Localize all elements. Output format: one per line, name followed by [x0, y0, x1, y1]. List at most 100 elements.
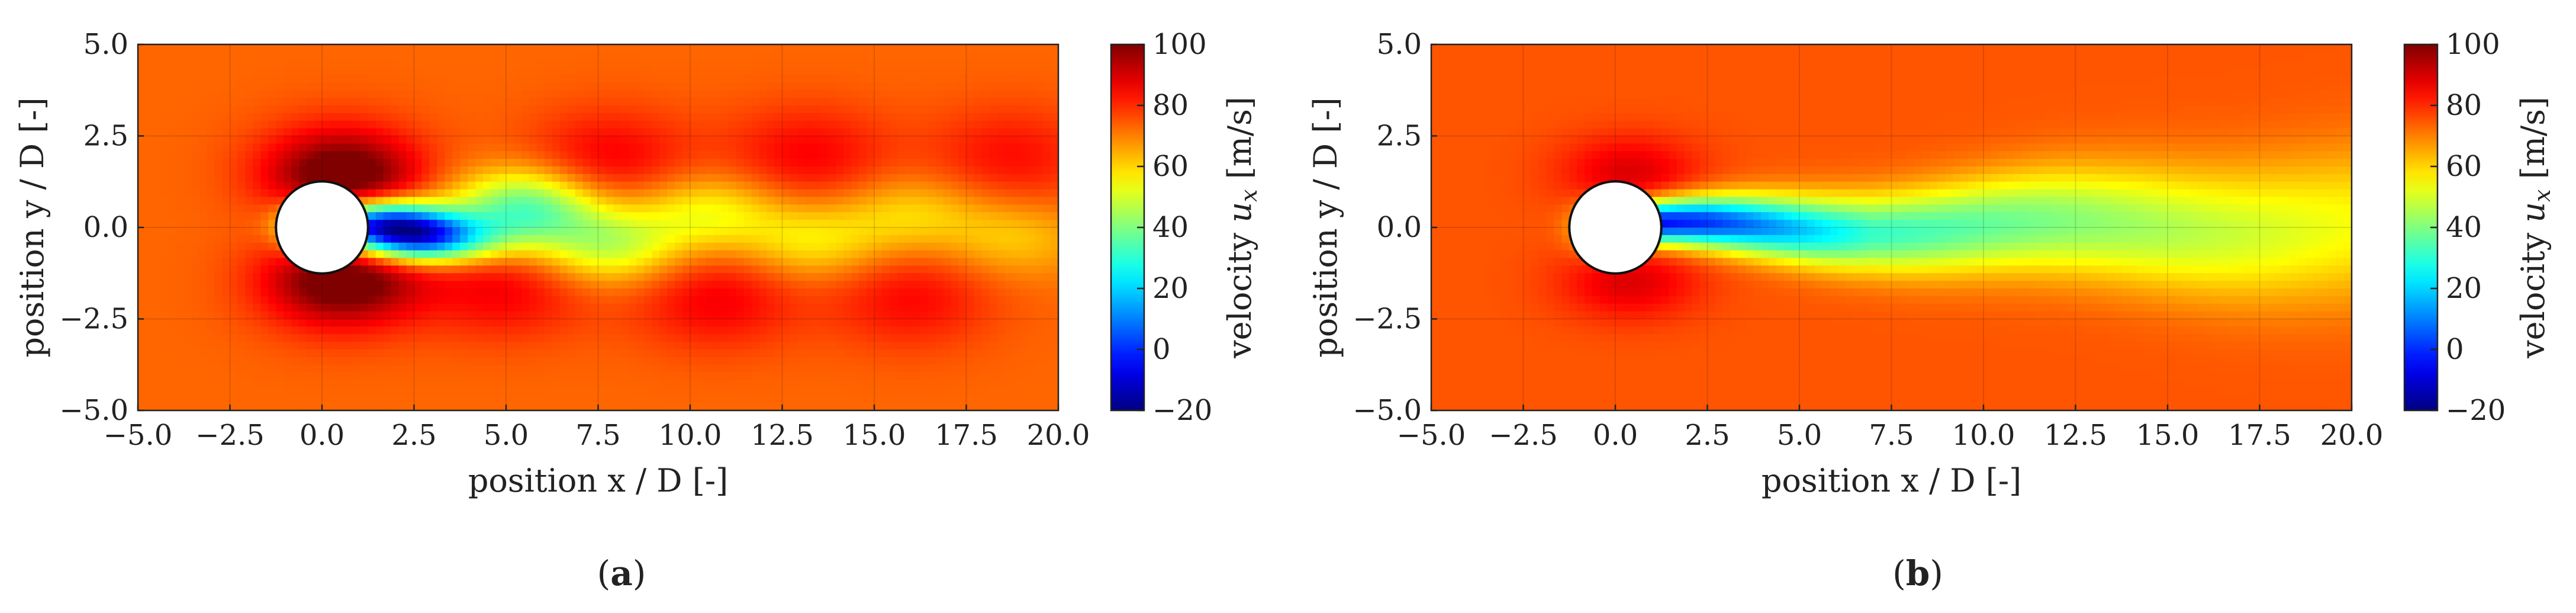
field-cell	[713, 44, 722, 53]
field-cell	[629, 273, 637, 281]
field-cell	[751, 166, 760, 175]
field-cell	[391, 227, 400, 236]
field-cell	[214, 204, 223, 213]
field-cell	[237, 159, 246, 167]
field-cell	[606, 235, 614, 243]
field-cell	[421, 242, 430, 251]
field-cell	[974, 136, 983, 144]
field-cell	[1028, 220, 1036, 228]
field-cell	[491, 44, 499, 53]
field-cell	[951, 288, 959, 297]
field-cell	[974, 334, 983, 342]
field-cell	[820, 204, 829, 213]
field-cell	[889, 59, 898, 68]
field-cell	[207, 319, 215, 327]
field-cell	[782, 296, 791, 304]
field-cell	[329, 52, 338, 60]
field-cell	[437, 281, 445, 289]
field-cell	[498, 90, 507, 98]
field-cell	[606, 349, 614, 358]
field-cell	[230, 82, 239, 91]
field-cell	[843, 303, 852, 312]
field-cell	[867, 181, 875, 190]
field-cell	[582, 136, 591, 144]
field-cell	[652, 357, 660, 365]
field-cell	[697, 82, 706, 91]
field-cell	[344, 67, 353, 76]
field-cell	[168, 44, 177, 53]
field-cell	[214, 75, 223, 83]
field-cell	[191, 120, 200, 129]
field-cell	[299, 166, 307, 175]
field-cell	[828, 159, 836, 167]
field-cell	[659, 349, 668, 358]
field-cell	[912, 143, 921, 152]
field-cell	[138, 82, 146, 91]
field-cell	[912, 189, 921, 198]
field-cell	[621, 136, 629, 144]
field-cell	[1051, 227, 1059, 236]
field-cell	[176, 212, 185, 220]
field-cell	[904, 136, 913, 144]
field-cell	[475, 250, 484, 259]
field-cell	[398, 98, 407, 106]
field-cell	[621, 281, 629, 289]
field-cell	[974, 197, 983, 205]
field-cell	[529, 349, 537, 358]
field-cell	[736, 296, 745, 304]
field-cell	[966, 342, 975, 350]
field-cell	[398, 342, 407, 350]
field-cell	[590, 227, 599, 236]
field-cell	[613, 59, 622, 68]
field-cell	[820, 143, 829, 152]
field-cell	[805, 44, 813, 53]
field-cell	[613, 326, 622, 335]
field-cell	[276, 166, 284, 175]
field-cell	[260, 242, 269, 251]
field-cell	[506, 334, 514, 342]
field-cell	[314, 311, 323, 320]
field-cell	[230, 212, 239, 220]
field-cell	[920, 349, 929, 358]
field-cell	[881, 82, 890, 91]
field-cell	[398, 357, 407, 365]
field-cell	[406, 75, 415, 83]
field-cell	[237, 235, 246, 243]
field-cell	[889, 220, 898, 228]
field-cell	[391, 235, 400, 243]
field-cell	[935, 342, 944, 350]
field-cell	[544, 52, 553, 60]
field-cell	[728, 326, 737, 335]
field-cell	[230, 334, 239, 342]
field-cell	[897, 311, 906, 320]
field-cell	[398, 90, 407, 98]
field-cell	[690, 159, 698, 167]
field-cell	[590, 288, 599, 297]
field-cell	[368, 113, 376, 121]
field-cell	[743, 235, 752, 243]
field-cell	[621, 166, 629, 175]
field-cell	[445, 75, 453, 83]
field-cell	[828, 311, 836, 320]
field-cell	[644, 273, 652, 281]
field-cell	[153, 143, 162, 152]
field-cell	[352, 52, 361, 60]
field-cell	[230, 166, 239, 175]
field-cell	[291, 59, 300, 68]
field-cell	[329, 120, 338, 129]
field-cell	[652, 250, 660, 259]
field-cell	[1043, 326, 1051, 335]
field-cell	[606, 342, 614, 350]
field-cell	[368, 98, 376, 106]
field-cell	[667, 250, 675, 259]
field-cell	[214, 52, 223, 60]
field-cell	[544, 98, 553, 106]
field-cell	[736, 273, 745, 281]
field-cell	[1004, 258, 1013, 266]
field-cell	[751, 75, 760, 83]
field-cell	[314, 303, 323, 312]
field-cell	[874, 281, 883, 289]
field-cell	[1004, 303, 1013, 312]
field-cell	[307, 143, 315, 152]
field-cell	[153, 265, 162, 274]
